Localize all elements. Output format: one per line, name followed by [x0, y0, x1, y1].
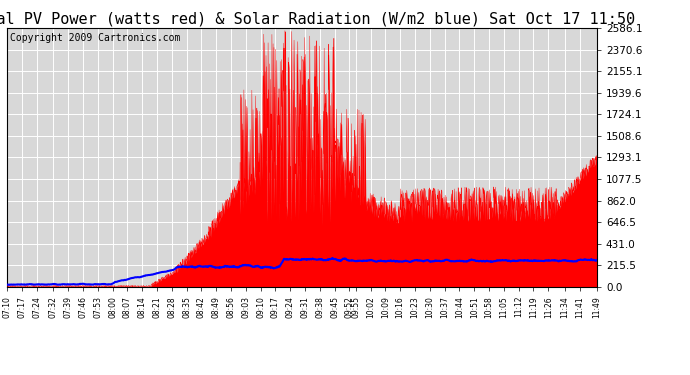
Title: Total PV Power (watts red) & Solar Radiation (W/m2 blue) Sat Oct 17 11:50: Total PV Power (watts red) & Solar Radia…	[0, 12, 635, 27]
Text: Copyright 2009 Cartronics.com: Copyright 2009 Cartronics.com	[10, 33, 180, 43]
